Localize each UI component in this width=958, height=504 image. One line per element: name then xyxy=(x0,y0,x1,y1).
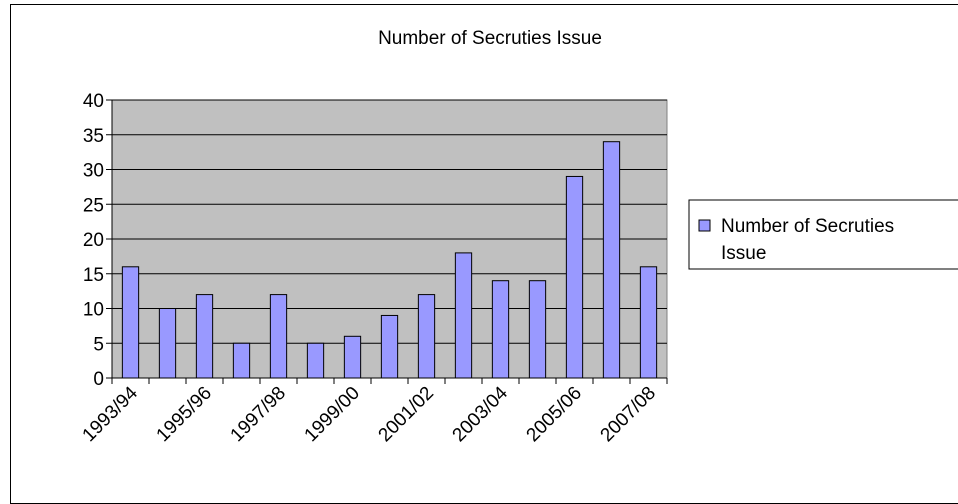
bar-2002/03 xyxy=(454,252,473,379)
legend-swatch xyxy=(698,219,711,232)
y-tick-label: 10 xyxy=(83,300,104,321)
bar-1994/95 xyxy=(158,308,177,379)
bar-1997/98 xyxy=(269,294,288,379)
bar-1996/97 xyxy=(232,342,251,379)
x-tick-label: 2003/04 xyxy=(449,382,513,446)
y-axis: 0 5 10 15 20 25 30 35 40 xyxy=(83,91,113,390)
x-tick-label: 1997/98 xyxy=(227,383,290,446)
bar-2000/01 xyxy=(380,314,399,379)
x-tick-label: 2005/06 xyxy=(523,383,586,446)
bar-1998/99 xyxy=(306,342,325,379)
x-tick-label: 2001/02 xyxy=(375,383,438,446)
y-tick-label: 15 xyxy=(83,265,104,286)
bar-1999/00 xyxy=(343,335,362,379)
y-tick-label: 25 xyxy=(83,195,104,216)
bar-2005/06 xyxy=(565,175,584,379)
legend-label-line2: Issue xyxy=(721,243,766,264)
legend: Number of Secruties Issue xyxy=(688,199,958,270)
bar-2004/05 xyxy=(528,280,547,379)
y-tick-label: 5 xyxy=(93,334,104,355)
x-axis: 1993/94 1995/96 1997/98 1999/00 2001/02 2003/… xyxy=(79,377,668,446)
bar-2001/02 xyxy=(417,294,436,379)
legend-label-line1: Number of Secruties xyxy=(721,216,894,237)
bar-2007/08 xyxy=(639,266,658,379)
y-tick-label: 40 xyxy=(83,91,104,112)
bar-2003/04 xyxy=(491,280,510,379)
y-tick-label: 30 xyxy=(83,161,104,182)
bar-chart: Number of Secruties Issue 0 5 10 15 20 25 30 35… xyxy=(79,28,958,446)
x-tick-label: 1999/00 xyxy=(301,383,364,446)
legend-box xyxy=(688,199,958,270)
bar-2006/07 xyxy=(602,141,621,379)
x-tick-label: 1995/96 xyxy=(153,383,216,446)
y-tick-label: 0 xyxy=(93,369,104,390)
bar-1993/94 xyxy=(121,266,140,379)
x-tick-label: 1993/94 xyxy=(79,382,143,446)
y-tick-label: 35 xyxy=(83,126,104,147)
x-tick-label: 2007/08 xyxy=(597,383,660,446)
y-tick-label: 20 xyxy=(83,230,104,251)
chart-title: Number of Secruties Issue xyxy=(378,28,602,49)
bar-1995/96 xyxy=(195,294,214,379)
bars xyxy=(121,141,658,379)
